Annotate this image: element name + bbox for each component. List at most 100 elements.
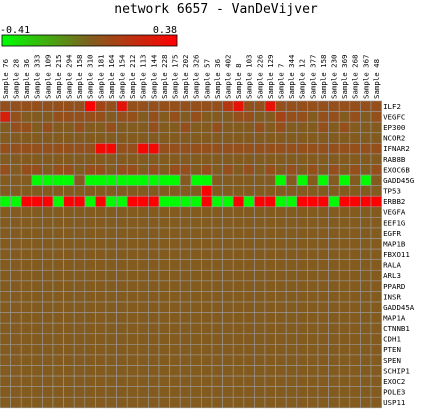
heatmap-cell xyxy=(296,365,308,377)
heatmap-cell xyxy=(360,153,372,165)
heatmap-cell xyxy=(158,100,170,112)
heatmap-cell xyxy=(222,301,234,313)
heatmap-cell xyxy=(232,259,245,271)
heatmap-cell xyxy=(370,206,382,218)
heatmap-cell xyxy=(137,238,149,250)
heatmap-cell xyxy=(169,153,181,165)
heatmap-cell xyxy=(349,217,361,229)
heatmap-cell xyxy=(179,238,192,250)
heatmap-cell xyxy=(254,386,266,398)
heatmap-cell xyxy=(264,259,276,271)
heatmap-cell xyxy=(137,344,149,356)
heatmap-cell xyxy=(126,301,139,313)
heatmap-cell xyxy=(264,344,276,356)
heatmap-cell xyxy=(190,322,202,335)
heatmap-cell xyxy=(232,280,245,292)
heatmap-cell xyxy=(95,185,107,197)
heatmap-cell xyxy=(254,248,266,260)
heatmap-cell xyxy=(0,206,11,218)
heatmap-cell xyxy=(275,227,287,239)
heatmap-cell xyxy=(126,132,139,144)
heatmap-cell xyxy=(20,333,33,345)
heatmap-cell xyxy=(126,344,139,356)
heatmap-cell xyxy=(116,195,128,208)
heatmap-cell xyxy=(317,217,329,229)
heatmap-cell xyxy=(31,344,43,356)
heatmap-cell xyxy=(158,132,170,144)
heatmap-cell xyxy=(370,185,382,197)
heatmap-cell xyxy=(137,280,149,292)
row-label: RAB8B xyxy=(383,155,406,164)
heatmap-cell xyxy=(285,217,298,229)
heatmap-cell xyxy=(169,386,181,398)
heatmap-cell xyxy=(243,121,255,134)
heatmap-cell xyxy=(10,100,22,112)
heatmap-cell xyxy=(201,386,213,398)
heatmap-cell xyxy=(254,375,266,387)
heatmap-cell xyxy=(243,206,255,218)
heatmap-cell xyxy=(254,121,266,134)
heatmap-cell xyxy=(84,322,96,335)
heatmap-cell xyxy=(296,386,308,398)
column-label: Sample 7 xyxy=(277,63,286,99)
heatmap-cell xyxy=(10,143,22,155)
heatmap-cell xyxy=(126,259,139,271)
heatmap-cells xyxy=(0,100,382,409)
heatmap-cell xyxy=(116,238,128,250)
heatmap-cell xyxy=(317,100,329,112)
heatmap-cell xyxy=(360,174,372,186)
heatmap-cell xyxy=(179,280,192,292)
heatmap-cell xyxy=(222,280,234,292)
row-label: EEF1G xyxy=(383,218,405,227)
heatmap-cell xyxy=(42,301,54,313)
heatmap-cell xyxy=(317,333,329,345)
heatmap-cell xyxy=(296,153,308,165)
heatmap-cell xyxy=(275,111,287,123)
heatmap-cell xyxy=(307,248,319,260)
heatmap-cell xyxy=(201,312,213,324)
heatmap-cell xyxy=(42,322,54,335)
heatmap-cell xyxy=(179,217,192,229)
heatmap-cell xyxy=(20,344,33,356)
heatmap-cell xyxy=(42,248,54,260)
heatmap-cell xyxy=(275,132,287,144)
heatmap-cell xyxy=(275,354,287,366)
heatmap-cell xyxy=(254,100,266,112)
heatmap-cell xyxy=(264,354,276,366)
heatmap-cell xyxy=(307,143,319,155)
heatmap-cell xyxy=(31,153,43,165)
heatmap-cell xyxy=(222,333,234,345)
heatmap-cell xyxy=(116,185,128,197)
heatmap-cell xyxy=(63,333,75,345)
heatmap-cell xyxy=(0,111,11,123)
heatmap-cell xyxy=(211,344,223,356)
heatmap-cell xyxy=(20,354,33,366)
heatmap-cell xyxy=(296,132,308,144)
heatmap-cell xyxy=(317,396,329,409)
heatmap-cell xyxy=(126,269,139,282)
heatmap-cell xyxy=(201,322,213,335)
heatmap-cell xyxy=(296,185,308,197)
heatmap-cell xyxy=(73,164,86,176)
heatmap-cell xyxy=(232,132,245,144)
column-label: Sample 109 xyxy=(43,55,52,100)
heatmap-cell xyxy=(10,301,22,313)
heatmap-cell xyxy=(338,312,351,324)
heatmap-cell xyxy=(105,132,117,144)
heatmap-cell xyxy=(116,269,128,282)
heatmap-cell xyxy=(126,111,139,123)
heatmap-cell xyxy=(285,312,298,324)
heatmap-cell xyxy=(10,153,22,165)
heatmap-cell xyxy=(63,396,75,409)
heatmap-cell xyxy=(137,259,149,271)
heatmap-cell xyxy=(211,132,223,144)
heatmap-cell xyxy=(338,174,351,186)
heatmap-cell xyxy=(328,386,340,398)
heatmap-cell xyxy=(95,333,107,345)
heatmap-cell xyxy=(232,143,245,155)
heatmap-cell xyxy=(338,248,351,260)
heatmap-cell xyxy=(137,111,149,123)
heatmap-cell xyxy=(349,365,361,377)
column-label: Sample 226 xyxy=(255,55,264,100)
